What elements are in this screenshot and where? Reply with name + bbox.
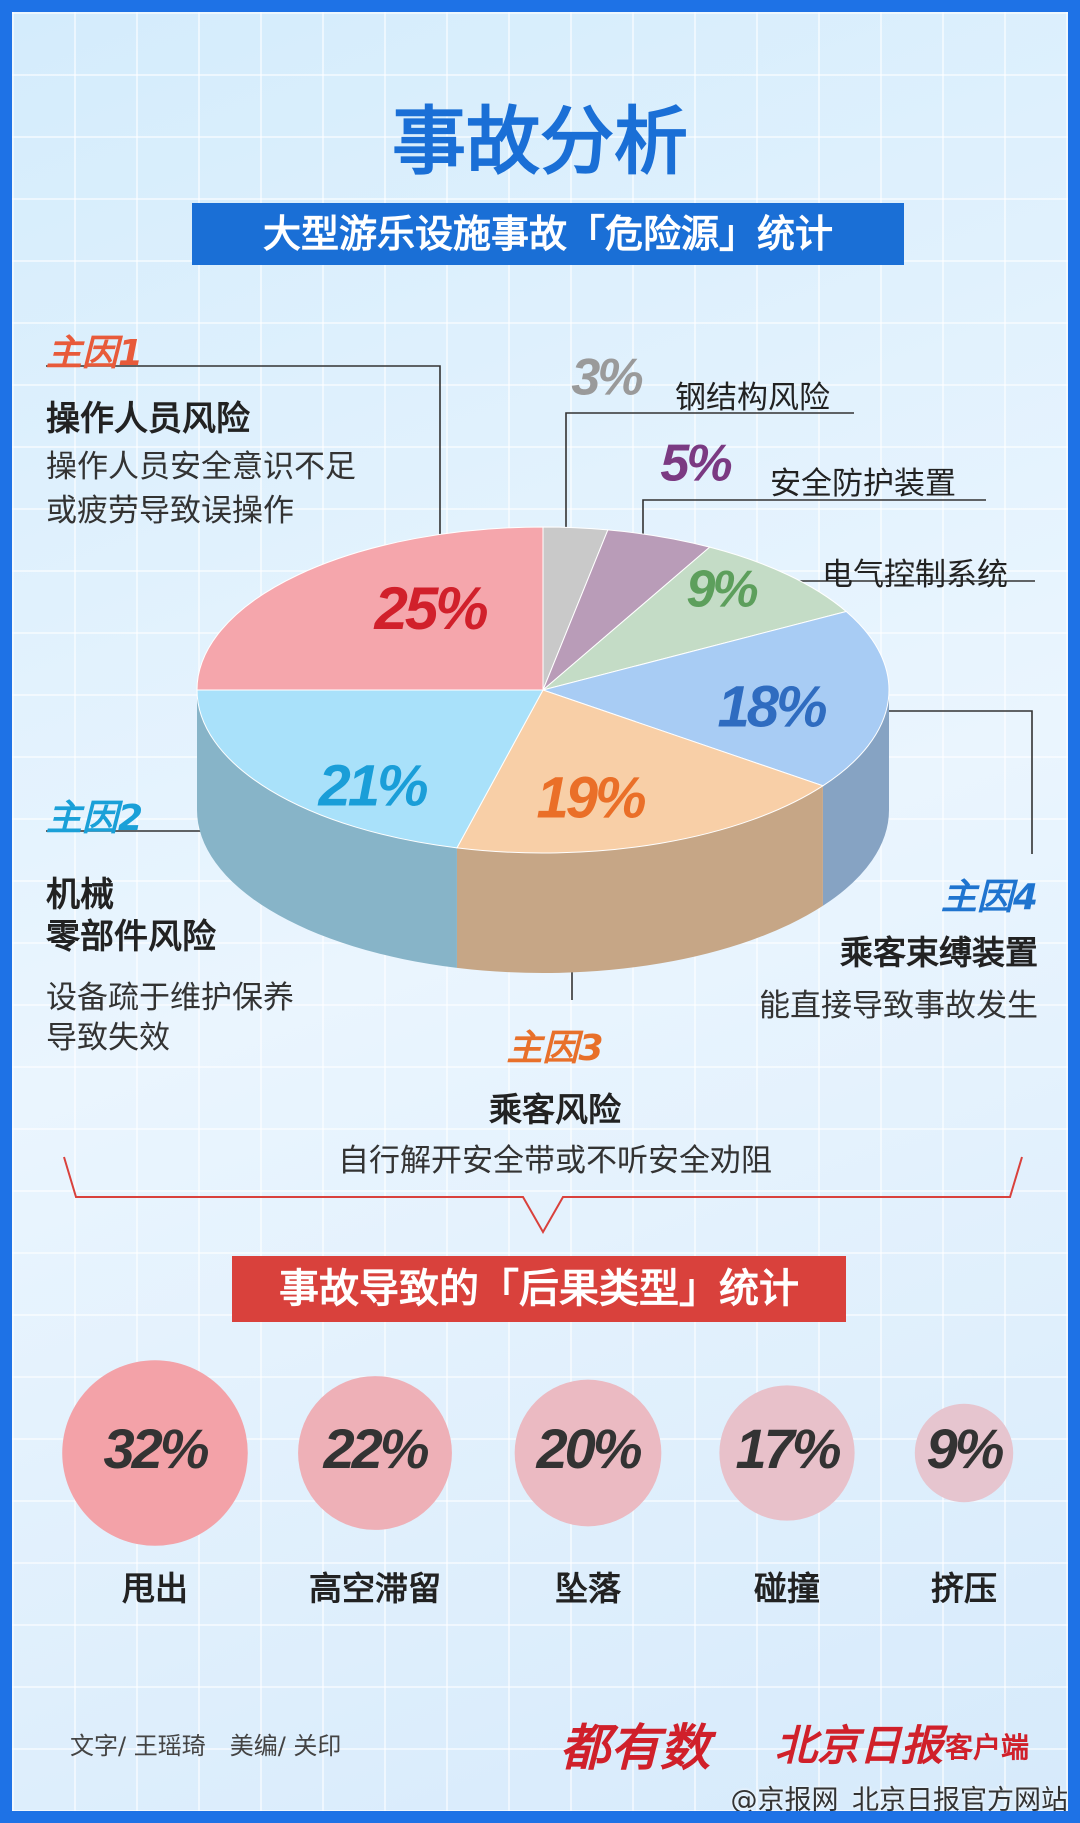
description: 能直接导致事故发生 — [759, 988, 1038, 1024]
leader-line — [831, 710, 1033, 854]
leader-line — [46, 365, 441, 546]
slice — [542, 546, 848, 691]
page-title: 事故分析 — [392, 99, 688, 185]
slice-side — [197, 690, 457, 968]
category-label: 钢结构风险 — [675, 380, 830, 416]
slice — [456, 689, 825, 854]
value-label: 9% — [686, 561, 757, 619]
slice-side — [456, 785, 823, 973]
slice-side — [822, 690, 889, 906]
bubble — [514, 1379, 662, 1527]
pie-title: 大型游乐设施事故「危险源」统计 — [192, 203, 904, 265]
value-label: 25% — [373, 575, 487, 642]
bubble — [914, 1403, 1014, 1503]
description: 设备疏于维护保养 导致失效 — [46, 980, 294, 1056]
cause-tag: 主因1 — [46, 333, 144, 374]
watermark: @京报网_北京日报官方网站 — [730, 1785, 1069, 1816]
category-label: 机械 零部件风险 — [46, 875, 216, 957]
bubble — [62, 1360, 248, 1546]
value-label: 9% — [927, 1417, 1004, 1480]
category-label: 操作人员风险 — [46, 399, 250, 439]
value-label: 21% — [317, 753, 427, 818]
category-label: 甩出 — [122, 1569, 188, 1608]
value-label: 3% — [571, 349, 642, 407]
cause-tag: 主因4 — [940, 877, 1038, 918]
leader-line — [565, 412, 854, 556]
cause-tag: 主因3 — [506, 1028, 604, 1069]
category-label: 乘客风险 — [489, 1090, 621, 1129]
category-label: 碰撞 — [754, 1569, 820, 1608]
category-label: 高空滞留 — [309, 1569, 441, 1608]
bubble — [719, 1385, 855, 1521]
category-label: 安全防护装置 — [770, 466, 956, 502]
outlet-suffix: 客户端 — [945, 1731, 1030, 1764]
credits: 文字/ 王瑶琦 美编/ 关印 — [70, 1732, 342, 1760]
category-label: 坠落 — [555, 1569, 621, 1608]
value-label: 19% — [536, 765, 645, 830]
cause-tag: 主因2 — [46, 798, 144, 839]
outlet-logo: 北京日报 — [775, 1724, 944, 1770]
description: 自行解开安全带或不听安全劝阻 — [338, 1143, 772, 1179]
brand-logo: 都有数 — [560, 1719, 710, 1777]
bubble — [298, 1376, 452, 1530]
category-label: 挤压 — [931, 1569, 997, 1608]
category-label: 乘客束缚装置 — [840, 933, 1038, 972]
value-label: 17% — [735, 1417, 840, 1480]
category-label: 电气控制系统 — [822, 557, 1008, 593]
slice — [196, 689, 544, 849]
value-label: 20% — [535, 1417, 641, 1480]
slice — [541, 610, 890, 787]
value-label: 5% — [660, 435, 731, 493]
value-label: 22% — [322, 1417, 428, 1480]
bubble-title: 事故导致的「后果类型」统计 — [232, 1256, 846, 1322]
description: 操作人员安全意识不足 或疲劳导致误操作 — [46, 449, 356, 529]
value-label: 32% — [103, 1417, 208, 1480]
value-label: 18% — [717, 674, 826, 739]
bracket — [63, 1156, 1023, 1235]
slice — [196, 526, 544, 691]
